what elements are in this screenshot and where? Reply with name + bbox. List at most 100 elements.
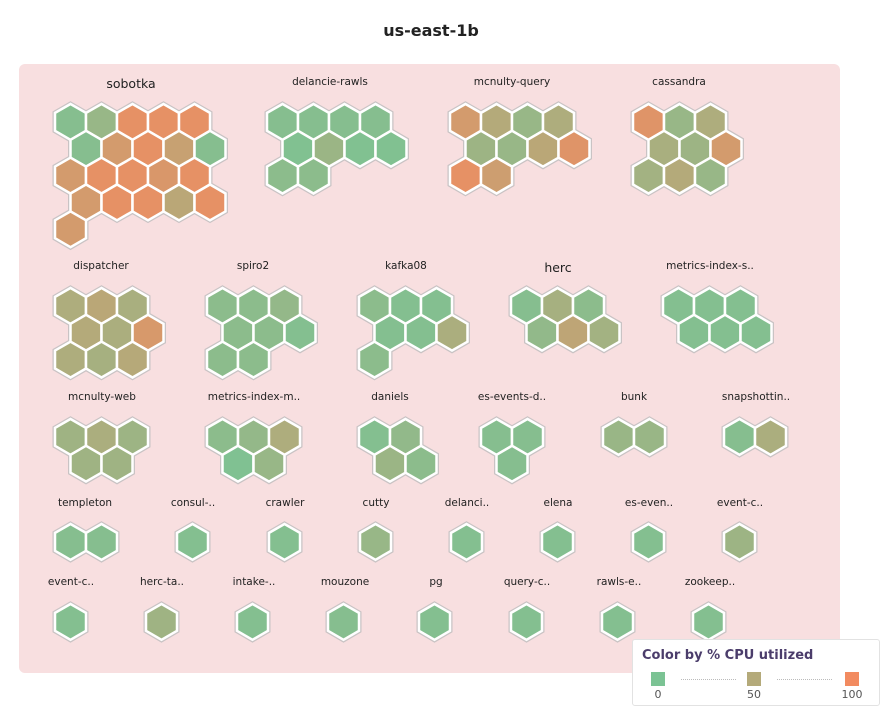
group-label[interactable]: delanci.. [444, 497, 490, 509]
group-label[interactable]: consul-.. [170, 497, 216, 509]
host-hex[interactable] [53, 602, 88, 642]
host-hex[interactable] [343, 129, 377, 169]
legend-divider [777, 679, 832, 680]
host-hex[interactable] [435, 313, 469, 353]
host-hex[interactable] [236, 340, 271, 379]
host-hex[interactable] [631, 156, 666, 195]
group-label[interactable]: spiro2 [236, 260, 270, 272]
host-hex[interactable] [509, 602, 544, 642]
host-hex[interactable] [373, 444, 407, 484]
group-label[interactable]: bunk [620, 391, 648, 403]
host-hex[interactable] [357, 340, 392, 379]
legend-divider [681, 679, 736, 680]
host-hex[interactable] [662, 156, 697, 195]
group-label[interactable]: es-events-d.. [477, 391, 547, 403]
host-hex[interactable] [53, 209, 88, 249]
host-hex[interactable] [677, 313, 711, 353]
host-hex[interactable] [557, 129, 591, 169]
legend-value-0: 0 [654, 688, 662, 701]
group-label[interactable]: query-c.. [503, 576, 551, 588]
group-label[interactable]: delancie-rawls [292, 76, 368, 88]
group-label[interactable]: pg [429, 576, 443, 588]
host-hex[interactable] [358, 522, 393, 562]
host-hex[interactable] [283, 313, 317, 353]
group-label[interactable]: zookeep.. [684, 576, 736, 588]
host-hex[interactable] [587, 313, 621, 353]
host-hex[interactable] [144, 602, 179, 642]
host-hex[interactable] [84, 340, 119, 379]
host-hex[interactable] [221, 444, 255, 484]
host-hex[interactable] [448, 156, 483, 195]
group-label[interactable]: elena [543, 497, 573, 509]
legend-value-50: 50 [747, 688, 761, 701]
group-label[interactable]: templeton [57, 497, 113, 509]
group-label[interactable]: intake-.. [232, 576, 276, 588]
group-label[interactable]: metrics-index-m.. [207, 391, 301, 403]
legend-swatch-100 [845, 672, 859, 686]
hex-fill-layer [53, 102, 788, 642]
legend-value-100: 100 [841, 688, 863, 701]
host-hex[interactable] [632, 417, 667, 457]
host-hex[interactable] [540, 522, 575, 562]
host-hex[interactable] [526, 129, 560, 169]
host-hex[interactable] [693, 156, 728, 195]
host-hex[interactable] [100, 444, 134, 484]
host-hex[interactable] [53, 522, 88, 562]
host-hex[interactable] [175, 522, 210, 562]
group-label[interactable]: mouzone [320, 576, 370, 588]
host-hex[interactable] [404, 313, 438, 353]
host-hex[interactable] [265, 156, 300, 195]
group-label[interactable]: crawler [265, 497, 305, 509]
host-hex[interactable] [69, 444, 103, 484]
host-hex[interactable] [691, 602, 726, 642]
group-label[interactable]: metrics-index-s.. [666, 260, 754, 272]
color-legend: Color by % CPU utilized 0 50 100 [632, 639, 880, 706]
group-label[interactable]: snapshottin.. [721, 391, 791, 403]
group-label[interactable]: mcnulty-query [473, 76, 551, 88]
host-hex[interactable] [600, 602, 635, 642]
host-hex[interactable] [131, 183, 165, 222]
group-label[interactable]: event-c.. [47, 576, 95, 588]
host-hex[interactable] [326, 602, 361, 642]
group-label[interactable]: event-c.. [716, 497, 764, 509]
group-label[interactable]: cassandra [652, 76, 706, 88]
host-hex[interactable] [252, 444, 286, 484]
host-hex[interactable] [115, 340, 150, 379]
host-hex[interactable] [162, 183, 196, 222]
legend-swatch-50 [747, 672, 761, 686]
page-title: us-east-1b [383, 21, 479, 40]
host-hex[interactable] [404, 444, 438, 484]
host-hex[interactable] [100, 183, 134, 222]
host-hex[interactable] [296, 156, 331, 195]
host-hex[interactable] [374, 129, 408, 169]
group-label[interactable]: cutty [362, 497, 390, 509]
host-hex[interactable] [479, 156, 514, 195]
host-hex[interactable] [601, 417, 636, 457]
host-hex[interactable] [708, 313, 742, 353]
host-hex[interactable] [556, 313, 590, 353]
host-hex[interactable] [495, 444, 529, 484]
group-label[interactable]: mcnulty-web [68, 391, 136, 403]
host-hex[interactable] [267, 522, 302, 562]
group-label[interactable]: herc-ta.. [140, 576, 184, 588]
group-label[interactable]: sobotka [106, 76, 156, 91]
host-hex[interactable] [193, 183, 227, 222]
group-label[interactable]: dispatcher [73, 260, 129, 272]
group-label[interactable]: herc [544, 260, 572, 275]
group-label[interactable]: daniels [371, 391, 409, 403]
host-hex[interactable] [739, 313, 773, 353]
group-label[interactable]: kafka08 [385, 260, 427, 272]
host-hex[interactable] [525, 313, 559, 353]
group-label[interactable]: es-even.. [624, 497, 674, 509]
host-hex[interactable] [417, 602, 452, 642]
host-hex[interactable] [631, 522, 666, 562]
host-hex[interactable] [205, 340, 240, 379]
host-hex[interactable] [84, 522, 119, 562]
host-hex[interactable] [235, 602, 270, 642]
host-hex[interactable] [753, 417, 788, 457]
host-hex[interactable] [722, 417, 757, 457]
host-hex[interactable] [722, 522, 757, 562]
host-hex[interactable] [449, 522, 484, 562]
host-hex[interactable] [53, 340, 88, 379]
group-label[interactable]: rawls-e.. [596, 576, 642, 588]
